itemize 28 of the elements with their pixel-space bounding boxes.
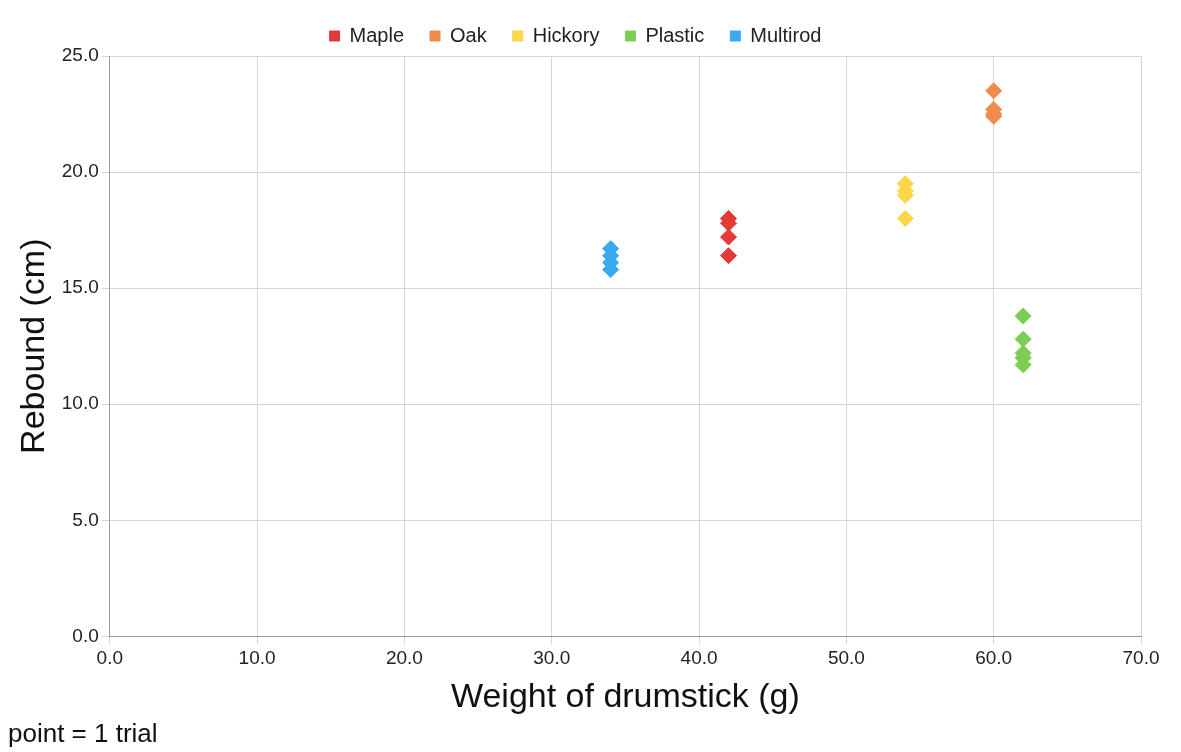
legend-label: Hickory — [532, 23, 600, 46]
y-tick-label: 10.0 — [61, 392, 99, 414]
y-axis-title: Rebound (cm) — [12, 238, 51, 454]
x-tick-label: 40.0 — [680, 647, 718, 669]
x-tick-label: 60.0 — [975, 647, 1013, 669]
x-tick-label: 30.0 — [533, 647, 571, 669]
y-tick-label: 20.0 — [61, 160, 99, 182]
point — [896, 210, 914, 228]
point — [985, 82, 1003, 100]
legend-label: Multirod — [750, 23, 822, 46]
y-tick-label: 5.0 — [72, 508, 99, 530]
point — [720, 228, 738, 246]
x-tick-label: 20.0 — [385, 647, 423, 669]
text: point = 1 trial — [8, 718, 158, 749]
x-tick-label: 0.0 — [96, 647, 123, 669]
legend-label: Maple — [349, 23, 405, 46]
x-tick-label: 70.0 — [1122, 647, 1160, 669]
point — [1014, 307, 1032, 325]
y-tick-label: 25.0 — [61, 44, 99, 66]
x-axis-title: Weight of drumstick (g) — [450, 675, 800, 714]
y-tick-label: 0.0 — [72, 624, 99, 646]
point — [720, 247, 738, 265]
x-tick-label: 50.0 — [827, 647, 865, 669]
legend-label: Plastic — [645, 23, 705, 46]
x-tick-label: 10.0 — [238, 647, 276, 669]
legend-label: Oak — [450, 23, 488, 46]
point — [1014, 330, 1032, 348]
y-tick-label: 15.0 — [61, 276, 99, 298]
